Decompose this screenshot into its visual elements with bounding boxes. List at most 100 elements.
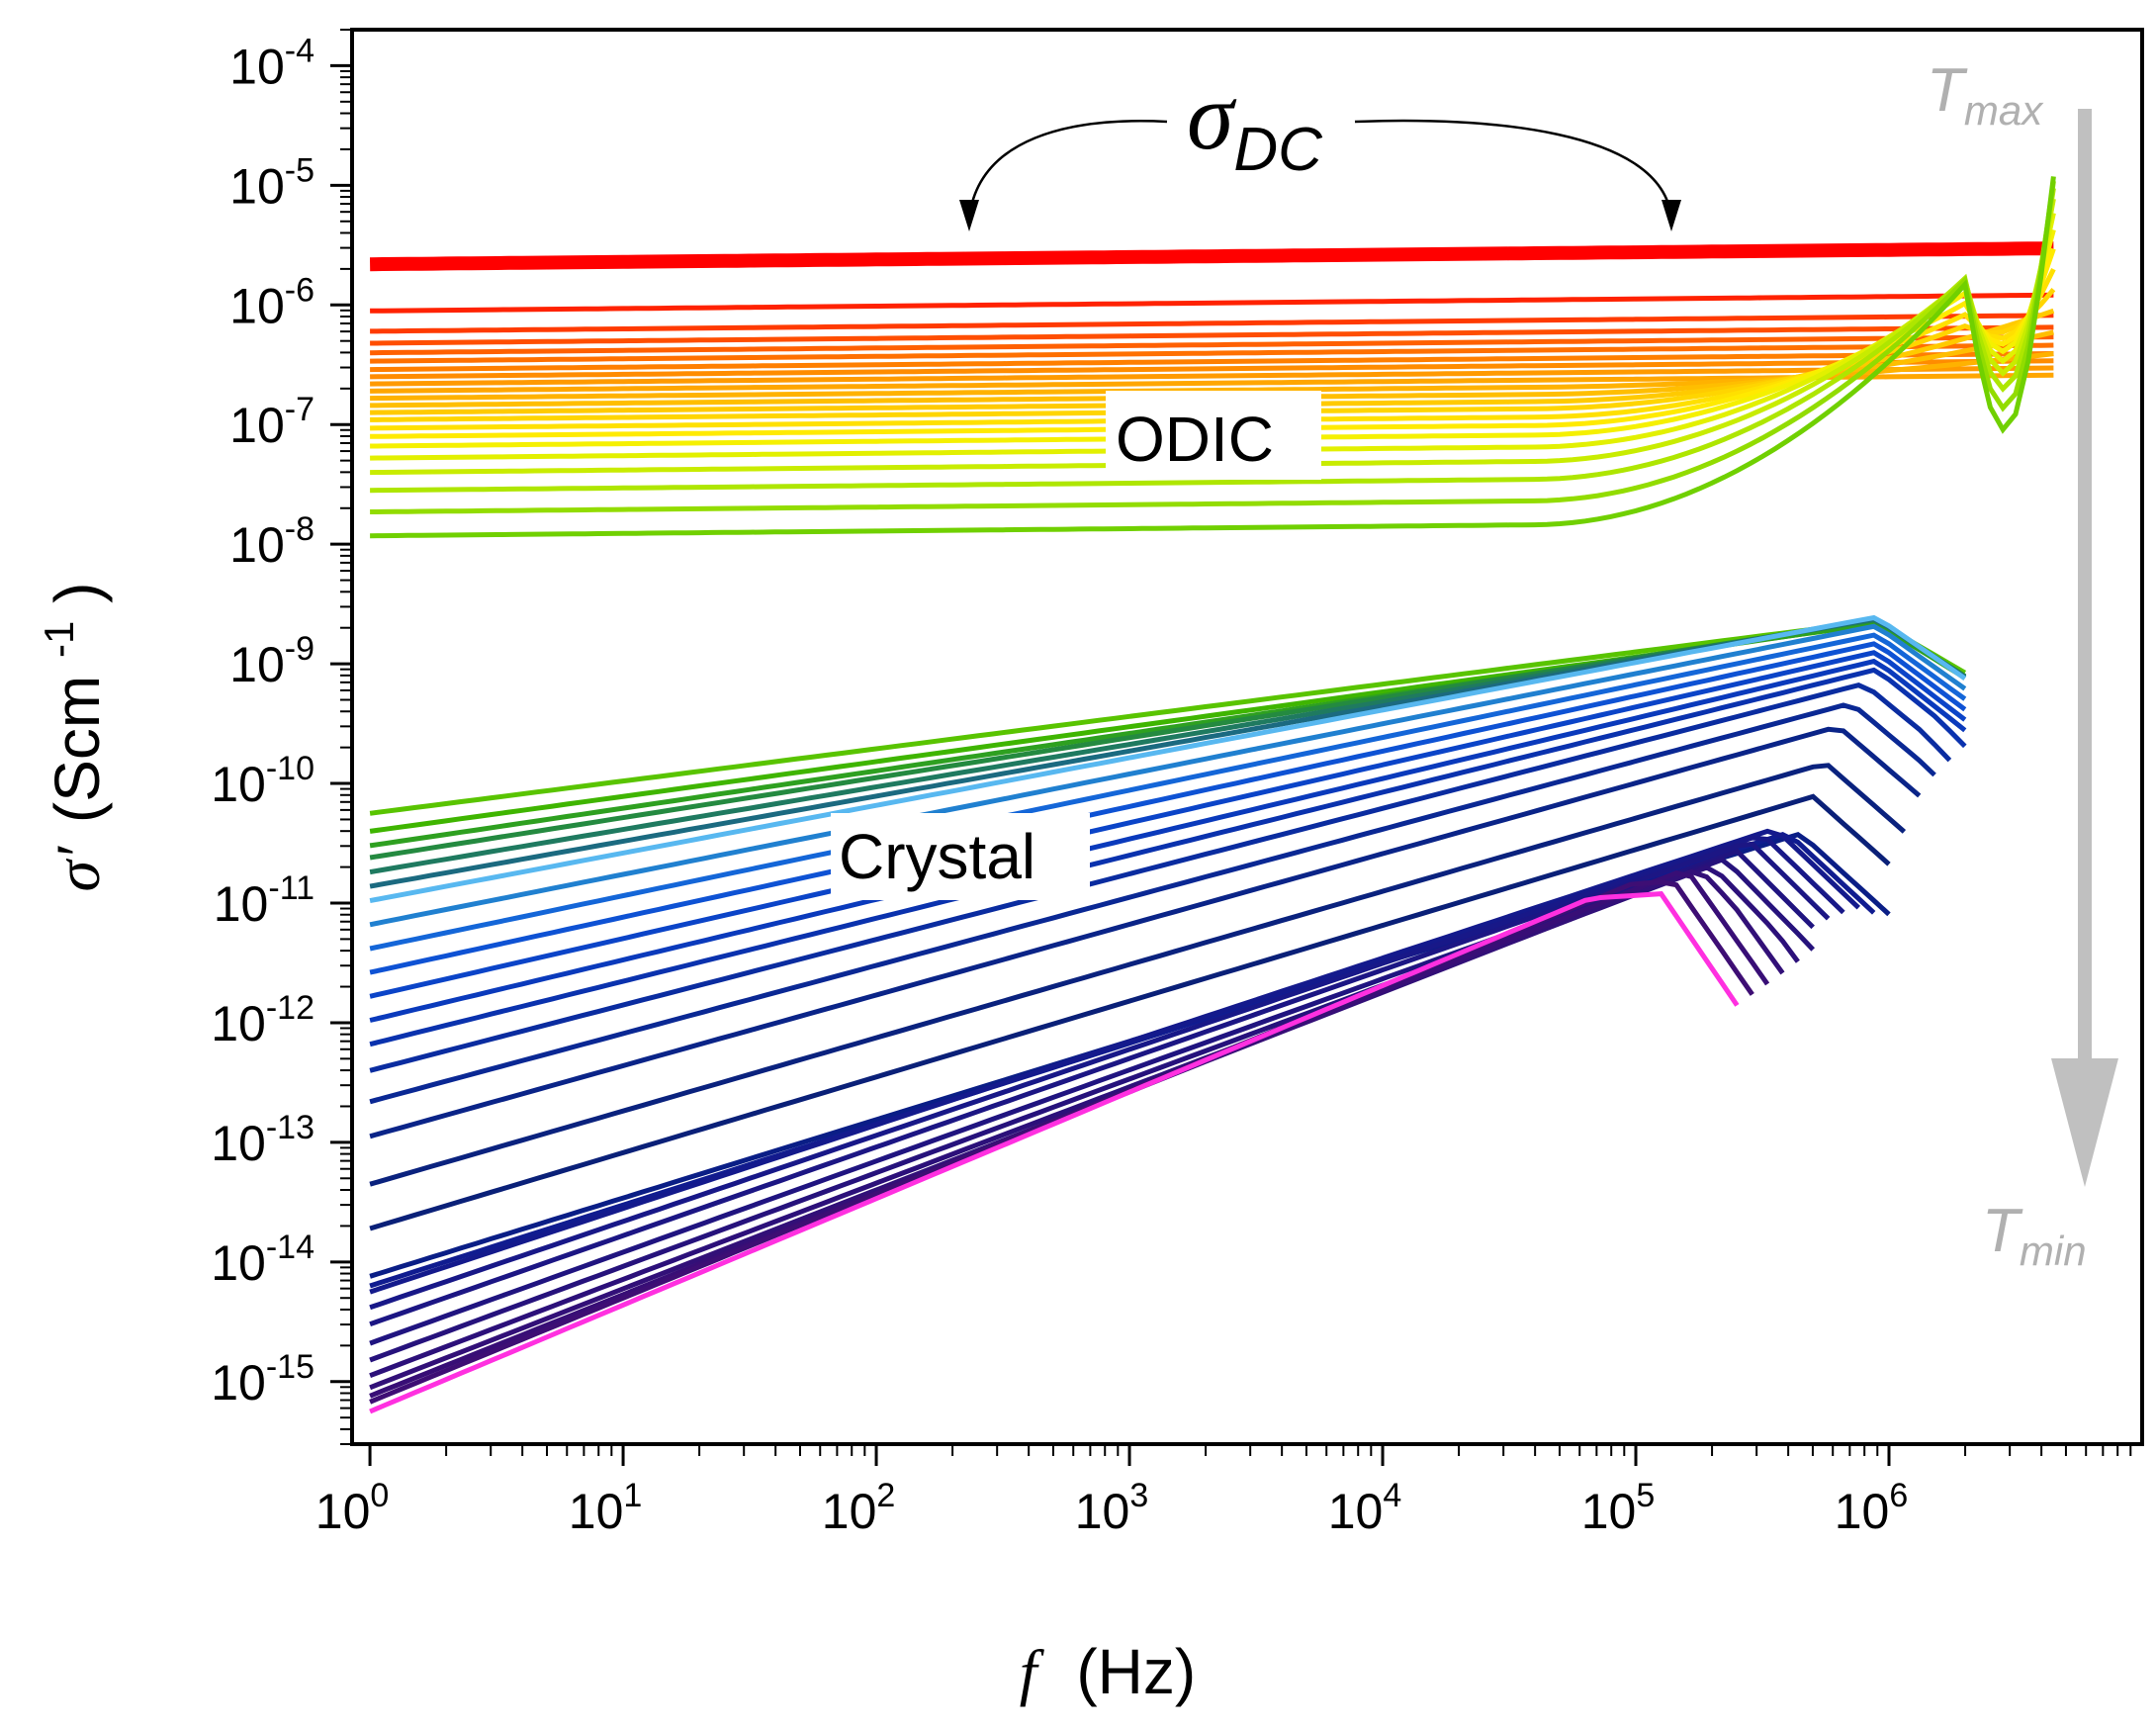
x-tick-label: 100 — [315, 1477, 390, 1539]
svg-text:σDC: σDC — [1187, 63, 1323, 184]
odic-series-line — [370, 292, 2054, 314]
x-axis-title: f (Hz) — [1020, 1636, 1196, 1707]
t-max-symbol: T — [1927, 56, 1968, 125]
y-tick-base: 10 — [211, 1355, 266, 1411]
y-tick-label: 10-13 — [211, 1109, 314, 1171]
temperature-arrowhead — [2051, 1058, 2118, 1187]
x-axis-unit: (Hz) — [1076, 1636, 1196, 1707]
y-tick-exponent: -13 — [266, 1109, 314, 1146]
odic-series-line — [370, 365, 2054, 387]
svg-text:Tmin: Tmin — [1982, 1197, 2087, 1274]
odic-series-line — [370, 342, 2054, 364]
sigma-dc-right-arrow-curve — [1354, 119, 1673, 219]
y-tick-label: 10-7 — [229, 391, 314, 453]
x-tick-base: 10 — [315, 1484, 371, 1539]
crystal-series-line — [369, 667, 1967, 1047]
x-tick-exponent: 6 — [1889, 1477, 1908, 1514]
plot-frame — [350, 28, 2144, 1446]
crystal-label-bg — [831, 813, 1090, 900]
odic-label: ODIC — [1116, 404, 1274, 475]
y-tick-base: 10 — [229, 39, 285, 94]
t-min-symbol: T — [1982, 1197, 2023, 1265]
y-tick-label: 10-5 — [229, 151, 314, 214]
crystal-series-group — [369, 614, 1967, 1414]
crystal-series-line — [369, 618, 1967, 816]
x-tick-base: 10 — [1581, 1484, 1637, 1539]
y-tick-base: 10 — [211, 1116, 266, 1171]
sigma-dc-symbol: σ — [1187, 63, 1237, 169]
y-tick-base: 10 — [229, 278, 285, 333]
crystal-series-line — [369, 650, 1967, 999]
y-tick-label: 10-10 — [211, 750, 314, 812]
y-tick-exponent: -9 — [285, 630, 314, 668]
y-axis-unit-close: ) — [42, 583, 113, 603]
t-min-subscript: min — [2020, 1228, 2087, 1274]
crystal-label: Crystal — [839, 821, 1035, 892]
x-tick-label: 105 — [1581, 1477, 1656, 1539]
sigma-dc-left-arrow-curve — [967, 120, 1168, 219]
y-axis-unit: (Scm — [42, 676, 113, 823]
x-tick-exponent: 3 — [1129, 1477, 1148, 1514]
odic-series-line — [370, 334, 2054, 356]
y-tick-label: 10-9 — [229, 630, 314, 692]
x-tick-base: 10 — [1835, 1484, 1890, 1539]
x-tick-label: 106 — [1835, 1477, 1909, 1539]
y-tick-exponent: -10 — [266, 750, 314, 787]
y-tick-exponent: -11 — [268, 869, 314, 907]
y-tick-exponent: -8 — [285, 510, 314, 548]
x-axis-ticks: 100 101 102 103 104 105 106 — [315, 1444, 2132, 1539]
odic-series-line — [370, 180, 2056, 514]
svg-text:Tmax: Tmax — [1927, 56, 2044, 134]
y-tick-exponent: -12 — [266, 989, 314, 1027]
y-tick-base: 10 — [229, 517, 285, 573]
y-tick-base: 10 — [211, 996, 266, 1051]
crystal-series-line — [369, 828, 1861, 1295]
crystal-series-line — [369, 683, 1952, 1073]
y-tick-base: 10 — [214, 876, 269, 932]
y-tick-label: 10-12 — [211, 989, 314, 1051]
sigma-dc-subscript: DC — [1233, 116, 1323, 184]
y-tick-label: 10-15 — [211, 1348, 314, 1411]
crystal-series-line — [369, 614, 1967, 904]
odic-series-line — [370, 351, 2054, 373]
crystal-series-line — [369, 658, 1967, 1023]
x-axis-symbol: f — [1020, 1637, 1045, 1707]
y-axis-ticks: 10-410-510-610-710-810-910-1010-1110-121… — [211, 29, 352, 1445]
x-tick-base: 10 — [1328, 1484, 1384, 1539]
x-tick-base: 10 — [569, 1484, 624, 1539]
x-tick-label: 102 — [822, 1477, 896, 1539]
temperature-arrow: Tmax Tmin — [1927, 56, 2118, 1274]
crystal-series-line — [369, 726, 1922, 1139]
odic-series-line — [370, 176, 2056, 539]
sigma-dc-left-arrowhead — [959, 200, 979, 231]
y-tick-label: 10-4 — [229, 32, 314, 94]
y-axis-unit-exponent: -1 — [36, 621, 82, 658]
y-tick-base: 10 — [229, 637, 285, 692]
t-max-subscript: max — [1964, 87, 2044, 134]
y-tick-label: 10-14 — [211, 1229, 314, 1291]
x-tick-label: 104 — [1328, 1477, 1402, 1539]
y-tick-exponent: -14 — [266, 1229, 314, 1266]
x-tick-exponent: 4 — [1383, 1477, 1401, 1514]
crystal-series-line — [369, 841, 1831, 1327]
x-tick-base: 10 — [822, 1484, 877, 1539]
sigma-dc-right-arrowhead — [1662, 200, 1681, 231]
y-tick-base: 10 — [229, 398, 285, 453]
x-tick-base: 10 — [1075, 1484, 1130, 1539]
crystal-series-line — [369, 891, 1740, 1414]
odic-series-line — [370, 187, 2056, 494]
x-tick-label: 101 — [569, 1477, 643, 1539]
crystal-series-line — [369, 763, 1907, 1187]
y-tick-exponent: -6 — [285, 271, 314, 309]
crystal-series-line — [369, 835, 1845, 1311]
y-tick-base: 10 — [211, 757, 266, 812]
x-tick-exponent: 0 — [370, 1477, 389, 1514]
crystal-series-line — [369, 702, 1936, 1105]
sigma-dc-annotation: σDC — [959, 63, 1681, 231]
y-axis-title: σ′ (Scm -1 ) — [16, 583, 113, 892]
crystal-series-line — [369, 793, 1891, 1231]
y-tick-exponent: -15 — [266, 1348, 314, 1386]
y-tick-base: 10 — [211, 1235, 266, 1291]
x-tick-exponent: 5 — [1636, 1477, 1655, 1514]
